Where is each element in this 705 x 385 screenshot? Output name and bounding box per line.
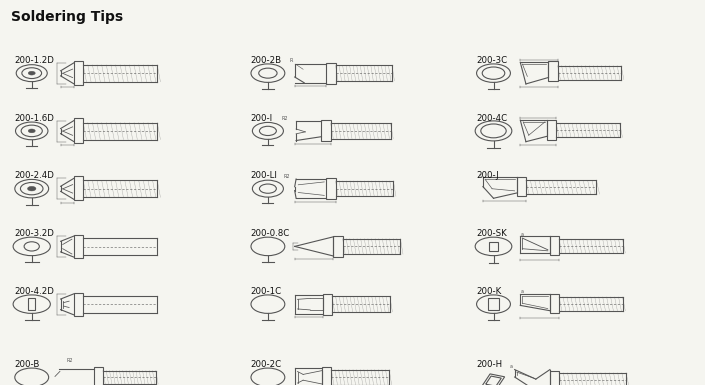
Text: 200-3C: 200-3C bbox=[476, 56, 507, 65]
Text: 200-4C: 200-4C bbox=[476, 114, 507, 122]
Text: 200-LI: 200-LI bbox=[250, 171, 277, 180]
Text: 200-H: 200-H bbox=[476, 360, 502, 369]
Bar bbox=[486, 376, 501, 385]
Bar bbox=[488, 298, 499, 310]
Text: R2: R2 bbox=[282, 116, 288, 121]
Circle shape bbox=[27, 186, 36, 191]
Bar bbox=[548, 61, 558, 81]
Text: 200-2.4D: 200-2.4D bbox=[14, 171, 54, 180]
Bar bbox=[94, 367, 103, 385]
Text: 200-SK: 200-SK bbox=[476, 229, 507, 238]
Bar bbox=[326, 62, 336, 84]
Text: 200-0.8C: 200-0.8C bbox=[250, 229, 290, 238]
Text: 200-J: 200-J bbox=[476, 171, 498, 180]
Bar bbox=[321, 120, 331, 142]
Circle shape bbox=[28, 129, 35, 133]
Text: S: S bbox=[479, 174, 482, 179]
Bar bbox=[482, 374, 505, 385]
Text: 200-B: 200-B bbox=[14, 360, 39, 369]
Circle shape bbox=[28, 71, 35, 75]
Text: 200-2C: 200-2C bbox=[250, 360, 281, 369]
Text: 200-1C: 200-1C bbox=[250, 287, 281, 296]
Text: R: R bbox=[289, 59, 293, 64]
Text: Soldering Tips: Soldering Tips bbox=[11, 10, 123, 23]
Bar bbox=[517, 177, 526, 196]
Bar bbox=[74, 176, 83, 201]
Bar bbox=[74, 60, 83, 85]
Bar bbox=[322, 367, 331, 385]
Bar bbox=[550, 236, 559, 255]
Text: 200-1.2D: 200-1.2D bbox=[14, 56, 54, 65]
Text: 200-4.2D: 200-4.2D bbox=[14, 287, 54, 296]
Bar bbox=[326, 178, 336, 199]
Text: 200-3.2D: 200-3.2D bbox=[14, 229, 54, 238]
Text: 200-2B: 200-2B bbox=[250, 56, 281, 65]
Bar bbox=[333, 236, 343, 257]
Bar bbox=[323, 293, 332, 315]
Bar bbox=[74, 235, 83, 258]
Bar bbox=[547, 120, 556, 139]
Bar bbox=[489, 242, 498, 251]
Text: 200-I: 200-I bbox=[250, 114, 272, 122]
Bar bbox=[550, 371, 559, 385]
Text: a: a bbox=[520, 290, 523, 295]
Bar bbox=[550, 294, 559, 313]
Bar bbox=[28, 298, 35, 310]
Bar bbox=[74, 293, 83, 316]
Text: a: a bbox=[520, 232, 523, 237]
Text: 200-1.6D: 200-1.6D bbox=[14, 114, 54, 122]
Text: 200-K: 200-K bbox=[476, 287, 501, 296]
Text: a: a bbox=[510, 364, 513, 369]
Text: R2: R2 bbox=[67, 358, 73, 363]
Text: R2: R2 bbox=[283, 174, 290, 179]
Bar bbox=[74, 118, 83, 143]
